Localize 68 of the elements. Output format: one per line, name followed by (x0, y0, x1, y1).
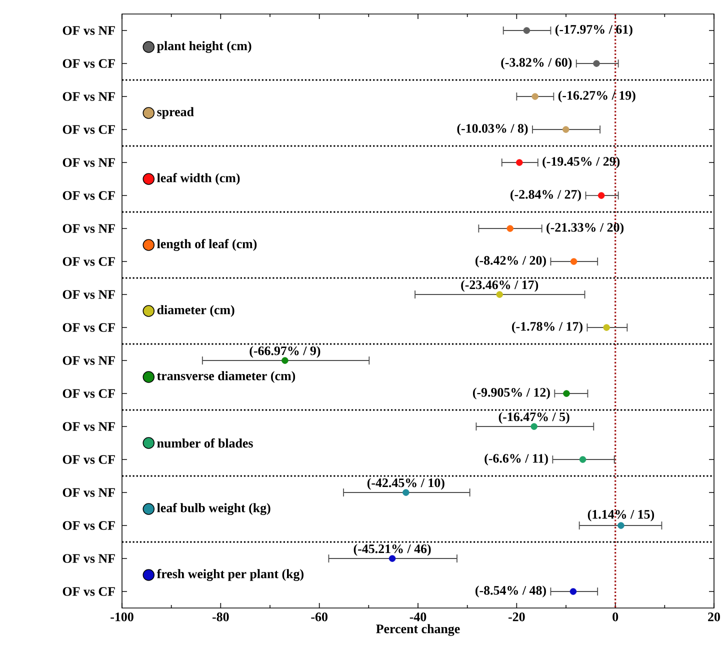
y-tick-label: OF vs CF (62, 191, 115, 200)
point (598, 192, 605, 199)
y-tick-label: OF vs CF (62, 521, 115, 530)
y-tick-label: OF vs CF (62, 125, 115, 134)
y-tick-label: OF vs NF (62, 224, 115, 233)
data-label: (-8.42% / 20) (476, 256, 546, 268)
legend-label: fresh weight per plant (kg) (156, 569, 304, 581)
point (388, 555, 396, 562)
y-tick-label: OF vs NF (62, 488, 115, 497)
legend-label: diameter (cm) (157, 305, 234, 317)
data-label: (-45.21% / 46) (354, 544, 431, 556)
data-label: (-2.84% / 27) (510, 190, 581, 202)
point (593, 60, 600, 67)
legend-label: transverse diameter (cm) (157, 371, 296, 383)
x-tick-label: -60 (311, 612, 328, 622)
y-tick-label: OF vs NF (62, 26, 115, 35)
y-tick-label: OF vs NF (62, 422, 115, 431)
point (530, 423, 538, 430)
y-tick-label: OF vs NF (62, 290, 115, 299)
x-tick-label: -20 (508, 612, 525, 622)
data-label: (-19.45% / 29) (542, 156, 620, 168)
point (516, 159, 523, 166)
point (506, 225, 514, 232)
point (532, 93, 538, 100)
y-tick-label: OF vs CF (62, 587, 115, 596)
y-tick-label: OF vs CF (62, 59, 115, 68)
y-tick-label: OF vs CF (62, 389, 115, 398)
data-label: (-21.33% / 20) (546, 222, 624, 234)
x-tick-label: 20 (708, 612, 720, 622)
point (579, 456, 586, 463)
data-label: (-8.54% / 48) (476, 586, 546, 598)
legend-label: length of leaf (cm) (157, 239, 257, 251)
y-tick-label: OF vs CF (62, 323, 115, 332)
point (562, 126, 570, 133)
legend-label: leaf width (cm) (157, 173, 240, 185)
point (603, 324, 610, 331)
x-axis-title: Percent change (376, 624, 460, 636)
data-label: (-6.6% / 11) (484, 454, 548, 466)
x-tick-label: -80 (212, 612, 229, 622)
data-label: (-16.27% / 19) (558, 90, 636, 102)
y-tick-label: OF vs NF (62, 158, 115, 167)
data-label: (-42.45% / 10) (367, 478, 444, 490)
data-label: (-16.47% / 5) (498, 412, 570, 424)
point (570, 588, 577, 595)
data-label: (-66.97% / 9) (250, 346, 320, 358)
legend-label: number of blades (157, 438, 253, 448)
legend-label: spread (157, 107, 194, 119)
point (563, 390, 570, 397)
point (570, 258, 578, 265)
y-tick-label: OF vs CF (62, 257, 115, 266)
x-tick-label: -100 (110, 612, 134, 622)
data-label: (-3.82% / 60) (501, 58, 572, 70)
data-label: (1.14% / 15) (588, 510, 654, 522)
data-label: (-23.46% / 17) (461, 280, 538, 292)
y-tick-label: OF vs NF (62, 554, 115, 563)
y-tick-label: OF vs CF (62, 455, 115, 464)
data-label: (-10.03% / 8) (457, 124, 528, 136)
point (523, 27, 530, 34)
legend-label: plant height (cm) (156, 41, 252, 53)
x-tick-label: 0 (612, 612, 618, 622)
data-label: (-9.905% / 12) (472, 388, 550, 400)
data-label: (-1.78% / 17) (512, 322, 582, 334)
data-label: (-17.97% / 61) (555, 24, 632, 36)
x-tick-label: -40 (410, 612, 426, 622)
legend-label: leaf bulb weight (kg) (157, 503, 270, 515)
y-tick-label: OF vs NF (62, 356, 115, 365)
y-tick-label: OF vs NF (62, 92, 115, 101)
point (618, 522, 624, 529)
